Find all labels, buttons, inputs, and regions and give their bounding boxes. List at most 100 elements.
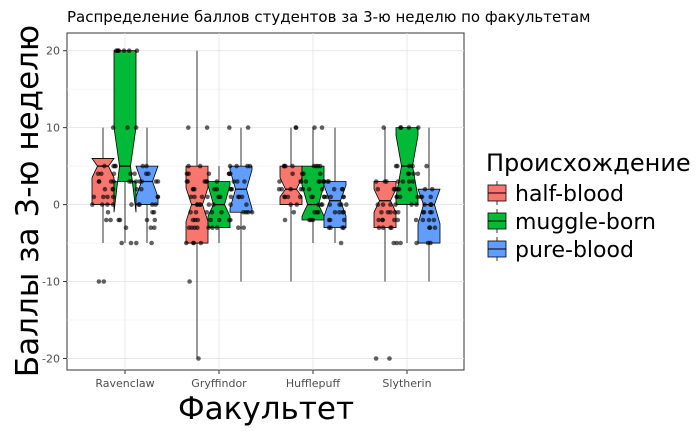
- data-point: [210, 225, 215, 230]
- data-point: [397, 194, 403, 200]
- data-point: [413, 217, 419, 223]
- data-point: [394, 240, 400, 246]
- data-point: [186, 163, 191, 169]
- data-point: [425, 240, 431, 246]
- data-point: [429, 186, 435, 192]
- y-tick-label: -10: [42, 276, 60, 289]
- data-point: [398, 240, 403, 246]
- data-point: [393, 202, 398, 207]
- data-point: [428, 202, 434, 207]
- data-point: [184, 171, 190, 177]
- data-point: [337, 202, 342, 207]
- data-point: [116, 217, 121, 223]
- data-point: [398, 125, 404, 130]
- legend-key-pure-blood: [487, 237, 507, 261]
- data-point: [319, 202, 324, 207]
- y-tick-label: 0: [53, 199, 60, 212]
- data-point: [102, 186, 108, 192]
- data-point: [317, 171, 323, 177]
- data-point: [206, 225, 211, 230]
- data-point: [249, 210, 255, 215]
- data-point: [126, 48, 132, 53]
- data-point: [288, 186, 294, 192]
- data-point: [206, 171, 212, 177]
- data-point: [315, 163, 321, 169]
- data-point: [406, 125, 412, 130]
- data-point: [236, 194, 241, 200]
- data-point: [395, 217, 401, 223]
- data-point: [241, 225, 246, 230]
- data-point: [277, 179, 282, 184]
- data-point: [380, 202, 386, 207]
- data-point: [212, 186, 217, 192]
- data-point: [297, 194, 303, 200]
- data-point: [428, 194, 434, 200]
- data-point: [281, 163, 287, 169]
- data-point: [303, 179, 309, 184]
- data-point: [236, 225, 241, 230]
- data-point: [285, 194, 291, 200]
- data-point: [241, 210, 246, 215]
- data-point: [132, 171, 137, 177]
- data-point: [395, 210, 401, 215]
- data-point: [409, 202, 414, 207]
- data-point: [137, 179, 143, 184]
- data-point: [90, 202, 95, 207]
- data-point: [99, 171, 104, 177]
- data-point: [431, 217, 437, 223]
- data-point: [298, 179, 303, 184]
- y-tick-label: 20: [46, 45, 60, 58]
- data-point: [191, 240, 196, 246]
- data-point: [234, 163, 239, 169]
- data-point: [344, 202, 349, 207]
- data-point: [427, 210, 433, 215]
- data-point: [198, 240, 204, 246]
- data-point: [282, 194, 287, 200]
- data-point: [139, 186, 144, 192]
- data-point: [110, 202, 116, 207]
- data-point: [314, 210, 320, 215]
- data-point: [226, 171, 232, 177]
- x-tick-label: Gryffindor: [191, 377, 247, 390]
- data-point: [328, 225, 333, 230]
- data-point: [387, 356, 392, 361]
- data-point: [324, 194, 330, 200]
- data-point: [228, 194, 234, 200]
- data-point: [186, 125, 191, 130]
- data-point: [327, 202, 333, 207]
- data-point: [415, 194, 421, 200]
- legend-key-muggle-born: [487, 209, 507, 233]
- chart-title: Распределение баллов студентов за 3-ю не…: [67, 8, 590, 26]
- box-body: [279, 165, 303, 205]
- data-point: [384, 179, 389, 184]
- data-point: [328, 194, 334, 200]
- data-point: [195, 217, 201, 223]
- data-point: [152, 217, 158, 223]
- data-point: [424, 163, 429, 169]
- data-point: [291, 210, 297, 215]
- legend-key-half-blood: [487, 181, 507, 205]
- x-axis-label: Факультет: [178, 391, 354, 427]
- data-point: [111, 179, 116, 184]
- data-point: [293, 125, 299, 130]
- data-point: [190, 217, 196, 223]
- data-point: [426, 217, 432, 223]
- data-point: [388, 202, 393, 207]
- data-point: [214, 179, 220, 184]
- data-point: [325, 179, 331, 184]
- data-point: [420, 210, 426, 215]
- data-point: [319, 186, 325, 192]
- data-point: [134, 240, 139, 246]
- data-point: [282, 217, 288, 223]
- data-point: [388, 225, 393, 230]
- data-point: [204, 179, 210, 184]
- data-point: [376, 217, 381, 223]
- data-point: [125, 125, 130, 130]
- data-point: [407, 186, 413, 192]
- data-point: [380, 217, 386, 223]
- data-point: [235, 179, 240, 184]
- data-point: [128, 240, 134, 246]
- data-point: [228, 202, 233, 207]
- data-point: [95, 171, 101, 177]
- data-point: [376, 225, 382, 230]
